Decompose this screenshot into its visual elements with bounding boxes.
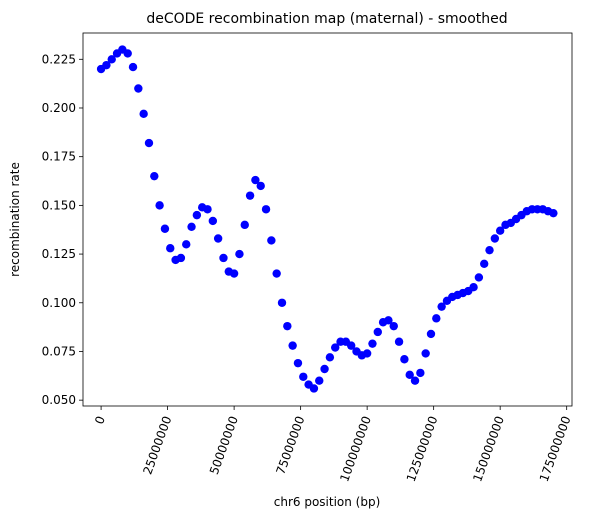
data-point xyxy=(229,269,239,278)
data-point xyxy=(187,222,196,231)
data-point xyxy=(549,208,558,218)
data-point xyxy=(437,302,446,311)
data-point xyxy=(192,210,202,220)
data-point xyxy=(277,298,287,307)
y-tick-label: 0.225 xyxy=(42,52,76,66)
y-axis-label: recombination rate xyxy=(8,162,22,277)
data-point xyxy=(293,358,303,368)
x-tick-label: 175000000 xyxy=(537,414,574,483)
data-point xyxy=(299,372,308,381)
data-point xyxy=(176,253,186,263)
data-point xyxy=(416,368,425,378)
data-point xyxy=(432,314,441,323)
data-point xyxy=(150,171,159,181)
data-point xyxy=(256,181,265,191)
data-point xyxy=(405,370,414,380)
data-point xyxy=(203,205,212,214)
y-tick-label: 0.125 xyxy=(42,247,76,261)
chart-title: deCODE recombination map (maternal) - sm… xyxy=(146,11,507,27)
data-point xyxy=(139,109,148,119)
data-point xyxy=(331,343,340,352)
x-tick-label: 0 xyxy=(92,414,108,426)
data-point xyxy=(134,84,143,93)
plot-area-frame xyxy=(82,32,573,407)
data-point xyxy=(495,226,505,235)
data-point xyxy=(261,205,271,214)
data-point xyxy=(155,201,164,210)
x-tick-label: 75000000 xyxy=(273,414,307,476)
data-point xyxy=(288,341,297,350)
data-points xyxy=(96,45,558,393)
data-point xyxy=(389,321,398,331)
x-tick-label: 150000000 xyxy=(470,414,507,483)
x-tick-label: 100000000 xyxy=(337,414,374,483)
data-point xyxy=(490,234,500,243)
data-point xyxy=(325,353,335,362)
data-point xyxy=(474,273,484,282)
data-point xyxy=(480,259,489,269)
y-tick-label: 0.175 xyxy=(42,150,76,164)
y-axis: 0.050 0.075 0.100 0.125 0.150 0.175 0.200 0.225 xyxy=(42,52,83,407)
data-point xyxy=(144,138,154,148)
data-point xyxy=(235,249,244,259)
data-point xyxy=(166,244,175,253)
data-point xyxy=(283,321,292,331)
data-point xyxy=(410,376,420,385)
data-point xyxy=(102,60,111,70)
data-point xyxy=(251,175,260,185)
y-tick-label: 0.050 xyxy=(42,393,76,407)
data-point xyxy=(107,55,116,64)
data-point xyxy=(128,62,138,72)
y-tick-label: 0.100 xyxy=(42,296,76,310)
data-point xyxy=(400,355,409,364)
data-point xyxy=(245,191,255,200)
x-tick-label: 125000000 xyxy=(404,414,441,483)
y-tick-label: 0.200 xyxy=(42,101,76,115)
data-point xyxy=(373,327,382,337)
data-point xyxy=(315,376,324,385)
data-point xyxy=(240,220,249,230)
data-point xyxy=(160,224,170,233)
data-point xyxy=(394,337,404,346)
data-point xyxy=(272,269,281,278)
data-point xyxy=(469,282,478,292)
data-point xyxy=(267,236,276,245)
data-point xyxy=(368,339,377,348)
data-point xyxy=(362,349,372,358)
data-point xyxy=(485,245,494,255)
x-tick-label: 50000000 xyxy=(207,414,241,476)
x-tick-label: 25000000 xyxy=(140,414,174,476)
data-point xyxy=(213,234,223,243)
data-point xyxy=(384,316,393,325)
data-point xyxy=(182,240,191,249)
data-point xyxy=(346,341,356,350)
x-axis-label: chr6 position (bp) xyxy=(274,495,381,509)
data-point xyxy=(421,349,430,358)
data-point xyxy=(219,253,228,263)
data-point xyxy=(320,364,329,374)
data-point xyxy=(309,384,319,393)
y-tick-label: 0.075 xyxy=(42,344,76,358)
y-tick-label: 0.150 xyxy=(42,198,76,212)
data-point xyxy=(208,216,218,226)
x-axis: 0 25000000 50000000 75000000 100000000 125000… xyxy=(92,406,573,484)
data-point xyxy=(123,49,132,58)
data-point xyxy=(426,329,436,339)
